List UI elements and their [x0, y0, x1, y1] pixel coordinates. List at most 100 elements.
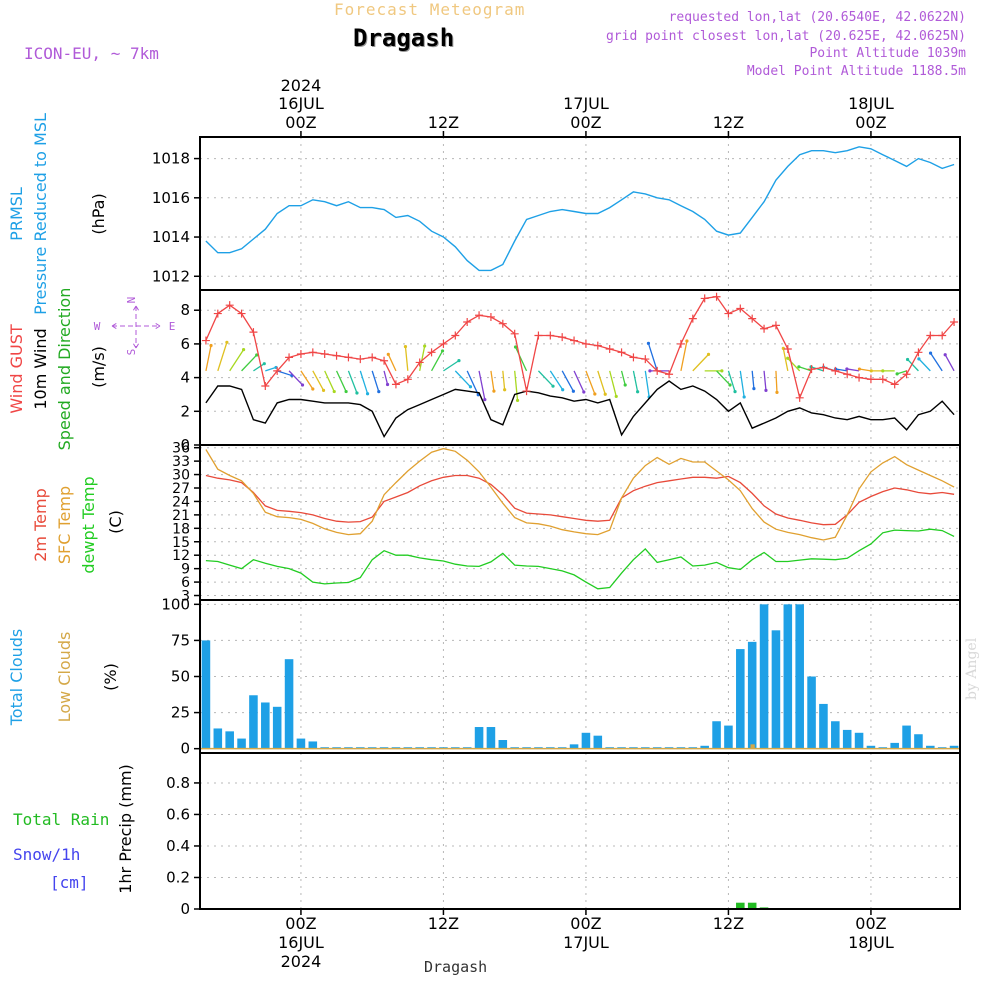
wind-direction-arrow — [312, 370, 325, 391]
panel-frame — [199, 444, 961, 601]
total-cloud-bar — [593, 735, 603, 749]
total-cloud-bar — [759, 604, 769, 749]
wind-direction-arrow — [288, 370, 303, 386]
panel-frame — [199, 136, 961, 291]
total-cloud-bar — [486, 727, 496, 749]
wind-arrow-head — [648, 369, 652, 373]
total-cloud-bar — [724, 725, 733, 749]
x-tick-label-top: 00Z — [285, 113, 316, 132]
wind-arrow-head — [636, 390, 640, 394]
wind-direction-arrow — [782, 348, 789, 371]
wind-direction-arrow — [404, 346, 409, 371]
total-cloud-bar — [926, 745, 935, 749]
wind-direction-arrow — [478, 370, 486, 400]
gust-marker — [261, 382, 270, 391]
wind-arrow-head — [928, 351, 933, 355]
wind-direction-arrow — [265, 366, 277, 372]
total-cloud-bar — [296, 738, 306, 749]
wind-direction-arrow — [537, 370, 554, 387]
wind-arrow-head — [385, 382, 390, 387]
y-tick-label: 12 — [172, 548, 190, 564]
gust-marker — [724, 309, 733, 318]
panel-frame — [199, 752, 961, 910]
y-tick-label: 0 — [180, 740, 190, 758]
total-cloud-bar — [747, 641, 757, 749]
gust-marker — [653, 366, 662, 375]
y-tick-label: 0.8 — [166, 774, 190, 792]
wind-arrow-head — [614, 394, 618, 399]
wind-direction-arrow — [490, 370, 495, 392]
wind-direction-arrow — [739, 370, 745, 398]
gust-line — [205, 295, 955, 400]
wind-arrow-head — [845, 367, 849, 371]
wind-arrow-head — [706, 352, 711, 356]
wind-arrow-head — [365, 392, 370, 396]
total-cloud-bar — [831, 721, 840, 749]
total-cloud-bar — [771, 630, 781, 749]
gust-marker — [380, 356, 389, 365]
gust-marker — [534, 331, 543, 340]
total-cloud-bar — [272, 706, 282, 749]
y-tick-label: 0 — [180, 900, 190, 918]
gust-marker — [201, 336, 210, 345]
y-tick-label: 18 — [172, 521, 190, 537]
gust-marker — [688, 314, 697, 323]
direction-label: Speed and Direction — [55, 288, 74, 451]
wind-arrow-head — [483, 398, 487, 402]
x-date-label-bottom: 18JUL — [848, 933, 894, 952]
y-tick-label: 9 — [181, 562, 190, 578]
gust-marker — [486, 312, 495, 321]
gust-marker — [320, 350, 329, 359]
gust-marker — [950, 318, 959, 327]
wind-arrow-head — [440, 349, 445, 353]
gust-marker — [308, 348, 317, 357]
x-date-label-top: 16JUL — [278, 94, 324, 113]
wind-direction-arrow — [632, 370, 639, 392]
gust-marker — [676, 339, 685, 348]
wind-direction-arrow — [787, 357, 801, 372]
wind-direction-arrow — [359, 370, 369, 394]
wind-direction-arrow — [918, 358, 931, 372]
wind-arrow-head — [492, 389, 496, 393]
pressure-label-prmsl: PRMSL — [7, 187, 26, 241]
total-clouds-label: Total Clouds — [7, 629, 26, 727]
wind-direction-arrow — [229, 349, 245, 372]
wind-direction-arrow — [716, 370, 731, 386]
y-tick-label: 6 — [181, 575, 190, 591]
gust-marker — [237, 309, 246, 318]
x-tick-label-top: 12Z — [428, 113, 459, 132]
total-cloud-bar — [498, 740, 508, 749]
y-tick-label: 21 — [172, 508, 190, 524]
wind-direction-arrow — [324, 370, 335, 392]
x-tick-label-bottom: 00Z — [855, 914, 886, 933]
x-tick-label-top: 00Z — [855, 113, 886, 132]
x-tick-label-bottom: 00Z — [570, 914, 601, 933]
wind-arrow-head — [786, 356, 790, 360]
temp-line-1 — [205, 447, 955, 541]
x-tick-label-top: 00Z — [570, 113, 601, 132]
gust-marker — [391, 380, 400, 389]
wind-arrow-head — [764, 388, 768, 392]
gust-marker — [439, 339, 448, 348]
y-tick-label: 36 — [172, 441, 190, 457]
wind-arrow-head — [943, 353, 947, 357]
gust-marker — [783, 344, 792, 353]
y-tick-label: 1016 — [152, 189, 190, 207]
wind-direction-arrow — [573, 370, 585, 393]
wind-direction-arrow — [647, 343, 658, 372]
wind-arrow-head — [225, 340, 229, 344]
gust-marker — [866, 375, 875, 384]
total-cloud-bar — [854, 732, 864, 749]
y-tick-label: 30 — [172, 468, 190, 484]
wind-arrow-head — [917, 357, 921, 361]
temp-sfc-label: SFC Temp — [55, 486, 74, 564]
wind-arrow-head — [403, 345, 408, 349]
precip-unit-label: 1hr Precip (mm) — [116, 764, 135, 894]
wind-direction-arrow — [205, 345, 212, 371]
x-tick-label-bottom: 00Z — [285, 914, 316, 933]
wind-arrow-head — [300, 383, 305, 387]
grid-point-coords: grid point closest lon,lat (20.625E, 42.… — [605, 29, 966, 44]
low-cloud-bar — [750, 744, 755, 749]
gust-marker — [522, 387, 531, 396]
compass-cross — [111, 305, 161, 349]
